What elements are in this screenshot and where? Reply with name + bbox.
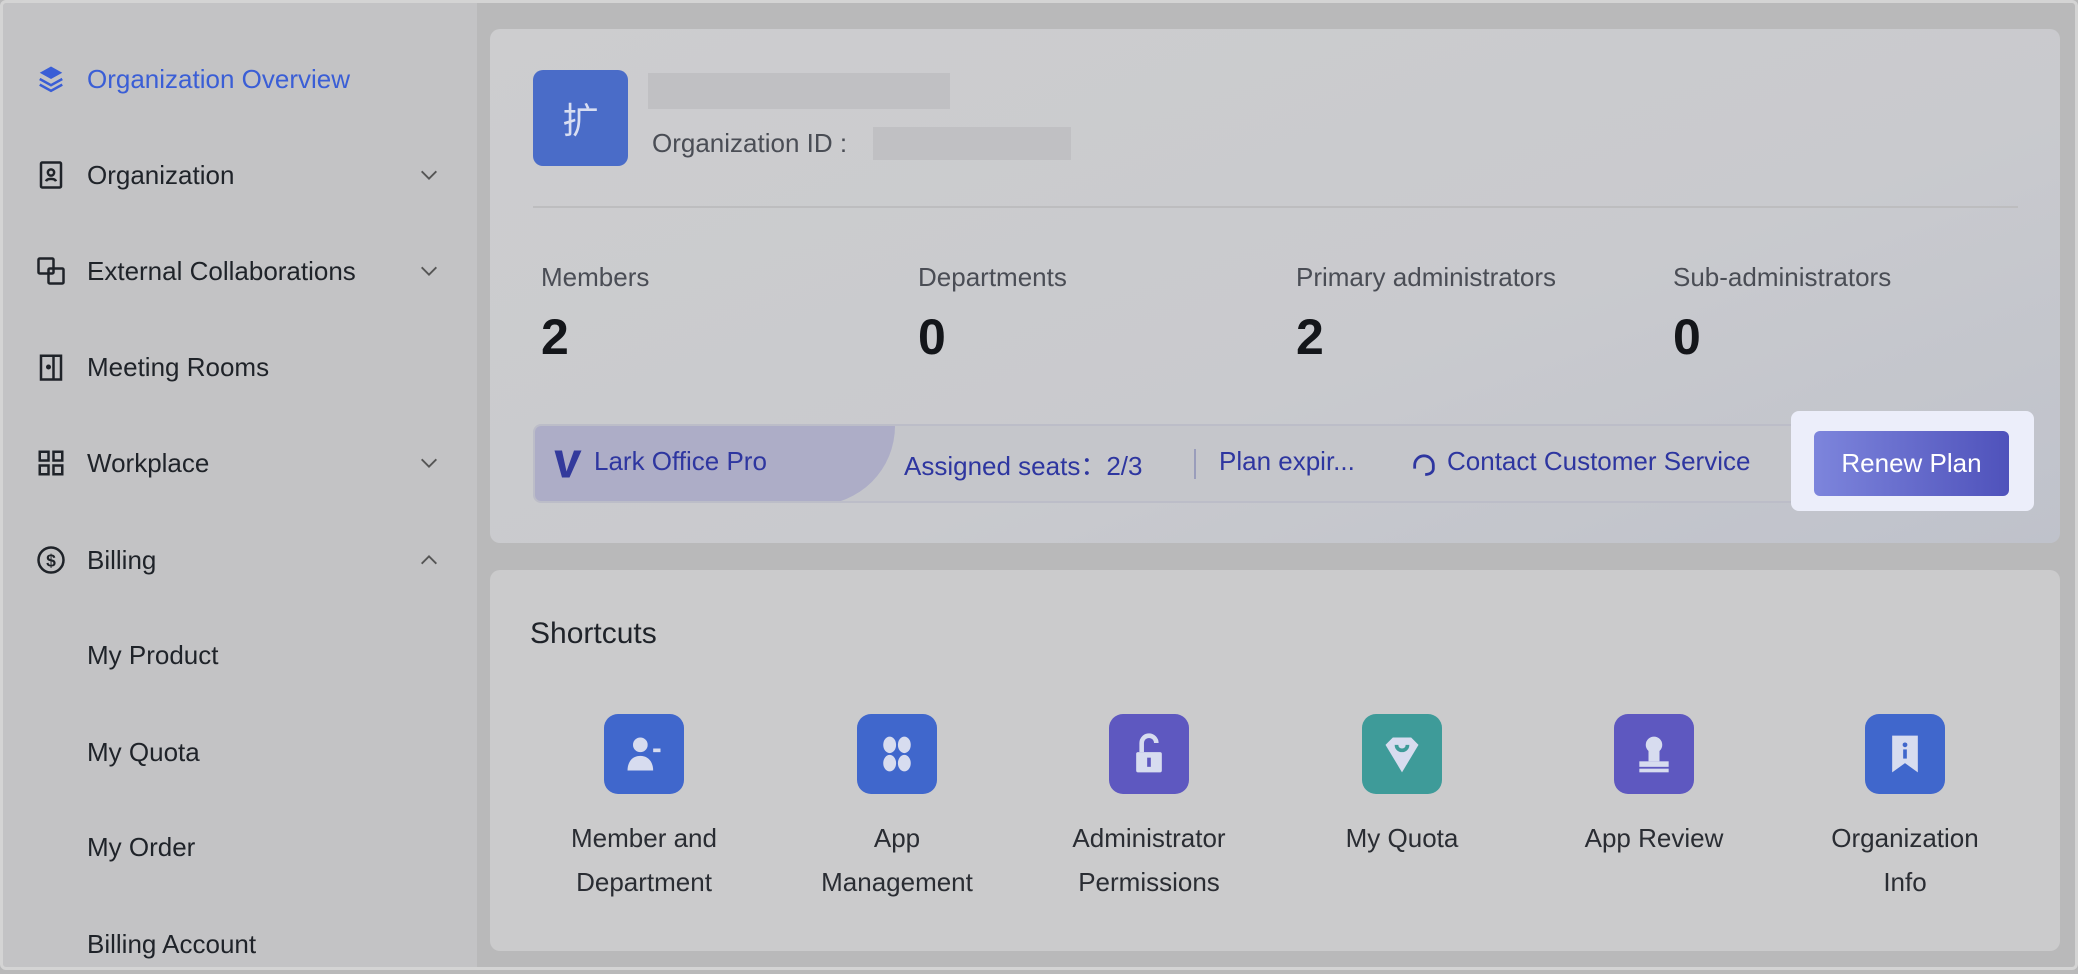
renew-plan-button[interactable]: Renew Plan [1814, 431, 2009, 496]
grid-icon [35, 447, 67, 479]
sidebar-item-label: My Quota [87, 736, 200, 767]
sidebar-item-label: My Order [87, 831, 196, 862]
lark-v-logo-icon [554, 450, 582, 478]
sidebar-item-my-order[interactable]: My Order [3, 817, 477, 877]
layers-icon [35, 63, 67, 95]
sidebar-item-billing-account[interactable]: Billing Account [3, 914, 477, 974]
sidebar-item-label: External Collaborations [87, 255, 356, 286]
sidebar-item-label: Organization [87, 159, 235, 190]
headset-icon [1413, 454, 1435, 476]
stat-departments-label: Departments [918, 262, 1067, 292]
sidebar: Organization Overview Organization Exter… [3, 3, 477, 967]
apps-icon [857, 714, 937, 794]
shortcut-app-management[interactable]: App Management [777, 714, 1017, 904]
organization-avatar: 扩 [533, 70, 628, 166]
shortcut-label: Management [821, 867, 973, 897]
chevron-up-icon [421, 555, 437, 565]
sidebar-item-label: Workplace [87, 447, 210, 478]
info-bookmark-icon [1865, 714, 1945, 794]
separator [1194, 449, 1196, 479]
stat-sub-admins-value: 0 [1673, 309, 1701, 365]
shortcuts-card [490, 570, 2060, 951]
member-icon [604, 714, 684, 794]
organization-id-label: Organization ID : [652, 128, 848, 158]
shortcut-label: Info [1883, 867, 1927, 897]
organization-id-redacted [873, 127, 1071, 160]
sidebar-item-label: My Product [87, 639, 219, 670]
shortcut-label: App [873, 823, 921, 853]
sidebar-item-workplace[interactable]: Workplace [3, 433, 477, 493]
shortcut-label: Administrator [1072, 823, 1226, 853]
door-icon [35, 351, 67, 383]
dollar-circle-icon: $ [35, 544, 67, 576]
shortcut-member-and-department[interactable]: Member and Department [524, 714, 764, 904]
sidebar-item-meeting-rooms[interactable]: Meeting Rooms [3, 337, 477, 397]
sidebar-item-label: Organization Overview [87, 63, 350, 94]
sidebar-item-billing[interactable]: $ Billing [3, 530, 477, 590]
shortcut-administrator-permissions[interactable]: Administrator Permissions [1029, 714, 1269, 904]
stat-members-label: Members [541, 262, 650, 292]
quota-tag-icon [1362, 714, 1442, 794]
sidebar-item-label: Billing [87, 544, 157, 575]
sidebar-item-organization[interactable]: Organization [3, 145, 477, 205]
stat-primary-admins-label: Primary administrators [1296, 262, 1557, 292]
assigned-seats: Assigned seats：2/3 [904, 451, 1143, 481]
chevron-down-icon [421, 170, 437, 180]
sidebar-item-my-product[interactable]: My Product [3, 625, 477, 685]
contact-customer-service-link[interactable]: Contact Customer Service [1447, 446, 1751, 476]
plan-expiry[interactable]: Plan expir... [1219, 446, 1355, 476]
stat-primary-admins-value: 2 [1296, 309, 1324, 365]
shortcuts-title: Shortcuts [530, 617, 657, 650]
sidebar-item-external-collaborations[interactable]: External Collaborations [3, 241, 477, 301]
sidebar-item-organization-overview[interactable]: Organization Overview [3, 49, 477, 109]
shortcut-label: App Review [1584, 823, 1724, 853]
sidebar-item-label: Meeting Rooms [87, 351, 270, 382]
shortcut-label: Permissions [1078, 867, 1220, 897]
stat-departments-value: 0 [918, 309, 946, 365]
sidebar-item-label: Billing Account [87, 928, 257, 959]
contact-book-icon [35, 159, 67, 191]
svg-text:$: $ [46, 550, 56, 570]
plan-bar [533, 424, 2018, 503]
stat-sub-admins-label: Sub-administrators [1673, 262, 1892, 292]
stamp-icon [1614, 714, 1694, 794]
stat-members-value: 2 [541, 309, 569, 365]
shortcut-label: Member and [571, 823, 717, 853]
chevron-down-icon [421, 458, 437, 468]
shortcut-label: Department [576, 867, 712, 897]
sidebar-item-my-quota[interactable]: My Quota [3, 722, 477, 782]
chevron-down-icon [421, 266, 437, 276]
shortcut-organization-info[interactable]: Organization Info [1785, 714, 2025, 904]
link-squares-icon [35, 255, 67, 287]
shortcut-my-quota[interactable]: My Quota [1282, 714, 1522, 860]
shortcut-label: My Quota [1345, 823, 1459, 853]
plan-name: Lark Office Pro [594, 446, 767, 476]
shortcut-app-review[interactable]: App Review [1534, 714, 1774, 860]
divider [533, 206, 2018, 208]
unlock-icon [1109, 714, 1189, 794]
shortcut-label: Organization [1831, 823, 1979, 853]
organization-name-redacted [648, 73, 950, 109]
